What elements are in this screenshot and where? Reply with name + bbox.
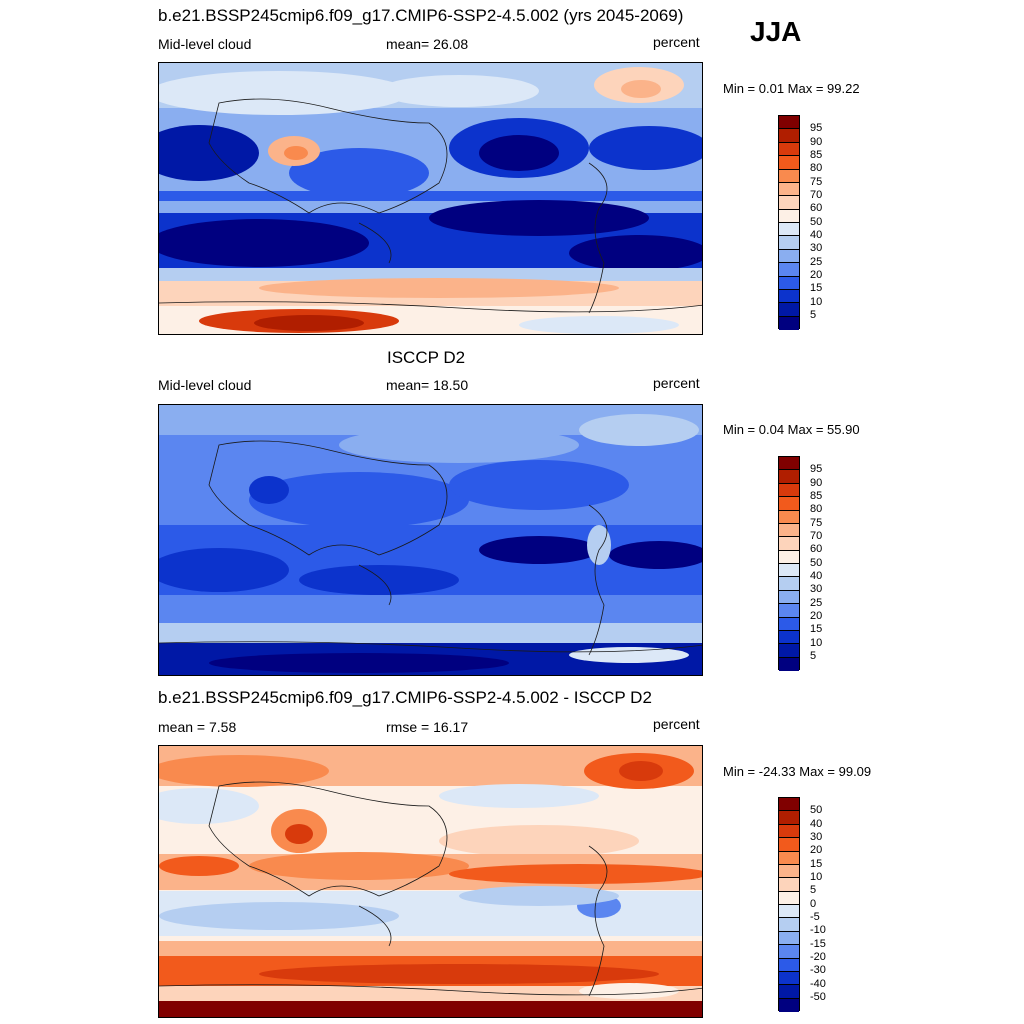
panel3-tick: -20 <box>810 951 826 963</box>
panel2-minmax: Min = 0.04 Max = 55.90 <box>723 422 860 437</box>
panel3-center-label: rmse = 16.17 <box>386 719 469 735</box>
panel3-colorbar <box>778 797 800 1012</box>
panel3-map <box>158 745 703 1018</box>
panel2-tick: 60 <box>810 543 823 555</box>
panel1-tick: 30 <box>810 242 823 254</box>
panel1-left-label: Mid-level cloud <box>158 36 252 52</box>
panel2-left-label: Mid-level cloud <box>158 377 252 393</box>
panel3-tick: 15 <box>810 858 823 870</box>
panel1-tick: 75 <box>810 176 823 188</box>
season-label: JJA <box>750 16 802 47</box>
panel1-center-label: mean= 26.08 <box>386 36 469 52</box>
panel2-tick: 40 <box>810 570 823 582</box>
panel3-tick: -50 <box>810 991 826 1003</box>
panel1-minmax: Min = 0.01 Max = 99.22 <box>723 81 860 96</box>
panel3-tick: -40 <box>810 978 826 990</box>
panel2-colorbar <box>778 456 800 671</box>
panel3-tick: 20 <box>810 844 823 856</box>
panel3-tick: -30 <box>810 964 826 976</box>
panel1-tick: 50 <box>810 216 823 228</box>
panel1-tick: 90 <box>810 136 823 148</box>
panel2-tick: 50 <box>810 557 823 569</box>
panel3-tick: -15 <box>810 938 826 950</box>
panel1-tick: 80 <box>810 162 823 174</box>
panel2-tick: 90 <box>810 477 823 489</box>
panel2-tick: 75 <box>810 517 823 529</box>
panel2-tick: 95 <box>810 463 823 475</box>
panel2-center-label: mean= 18.50 <box>386 377 469 393</box>
panel3-tick: 30 <box>810 831 823 843</box>
panel3-map-graphic <box>159 746 702 1017</box>
panel3-units-label: percent <box>653 716 700 732</box>
panel1-colorbar <box>778 115 800 330</box>
panel1-tick: 40 <box>810 229 823 241</box>
panel1-tick: 20 <box>810 269 823 281</box>
panel1-map-graphic <box>159 63 702 334</box>
panel2-tick: 5 <box>810 650 817 662</box>
panel3-tick: -5 <box>810 911 820 923</box>
panel2-tick: 30 <box>810 583 823 595</box>
panel3-tick: 50 <box>810 804 823 816</box>
panel1-title: b.e21.BSSP245cmip6.f09_g17.CMIP6-SSP2-4.… <box>158 6 684 25</box>
panel2-map-graphic <box>159 405 702 675</box>
panel1-tick: 85 <box>810 149 823 161</box>
panel2-tick: 25 <box>810 597 823 609</box>
panel1-tick: 15 <box>810 282 823 294</box>
panel3-title: b.e21.BSSP245cmip6.f09_g17.CMIP6-SSP2-4.… <box>158 688 652 707</box>
panel2-tick: 20 <box>810 610 823 622</box>
panel3-tick: 5 <box>810 884 817 896</box>
panel2-tick: 80 <box>810 503 823 515</box>
panel3-minmax: Min = -24.33 Max = 99.09 <box>723 764 872 779</box>
panel3-tick: 40 <box>810 818 823 830</box>
panel2-tick: 85 <box>810 490 823 502</box>
panel2-tick: 15 <box>810 623 823 635</box>
panel2-tick: 10 <box>810 637 823 649</box>
panel1-map <box>158 62 703 335</box>
panel2-tick: 70 <box>810 530 823 542</box>
panel1-tick: 25 <box>810 256 823 268</box>
panel1-tick: 10 <box>810 296 823 308</box>
panel3-left-label: mean = 7.58 <box>158 719 237 735</box>
panel1-tick: 60 <box>810 202 823 214</box>
panel3-tick: -10 <box>810 924 826 936</box>
panel2-units-label: percent <box>653 375 700 391</box>
panel1-tick: 5 <box>810 309 817 321</box>
panel1-tick: 95 <box>810 122 823 134</box>
panel1-units-label: percent <box>653 34 700 50</box>
panel2-map <box>158 404 703 676</box>
panel2-title: ISCCP D2 <box>387 348 466 367</box>
panel3-tick: 0 <box>810 898 817 910</box>
panel3-tick: 10 <box>810 871 823 883</box>
panel1-tick: 70 <box>810 189 823 201</box>
